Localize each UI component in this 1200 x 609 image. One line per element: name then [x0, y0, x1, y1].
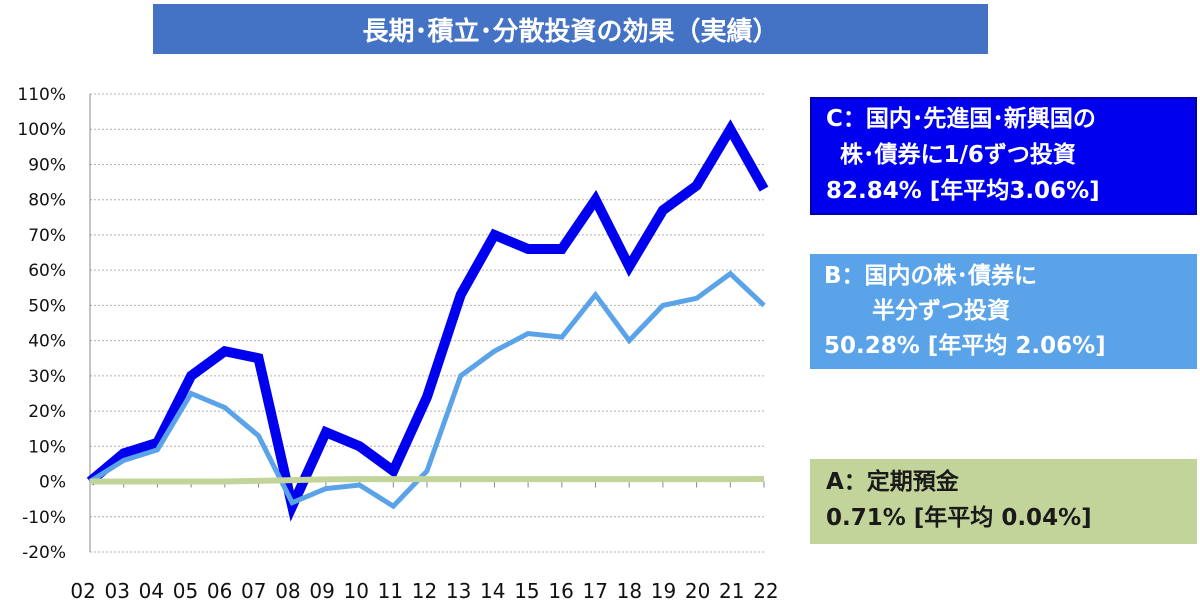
y-tick-label: 110% — [17, 85, 66, 105]
x-tick-label: 14 — [480, 579, 505, 603]
series-line-b — [88, 270, 766, 510]
y-tick-label: 40% — [28, 332, 66, 352]
legend-b-line1: B：国内の株･債券に — [824, 263, 1038, 289]
x-tick-label: 04 — [139, 579, 164, 603]
y-tick-label: 30% — [28, 367, 66, 387]
y-tick-label: 70% — [28, 226, 66, 246]
y-tick-label: 60% — [28, 261, 66, 281]
legend-a-line1: A：定期預金 — [826, 469, 959, 495]
legend-box-b: B：国内の株･債券に 半分ずつ投資 50.28% [年平均 2.06%] — [810, 254, 1197, 369]
y-tick-label: -20% — [22, 543, 66, 563]
x-tick-label: 11 — [378, 579, 403, 603]
x-tick-label: 20 — [685, 579, 710, 603]
y-tick-label: 0% — [39, 473, 66, 493]
legend-c-line2: 株･債券に1/6ずつ投資 — [840, 142, 1076, 168]
x-tick-label: 19 — [651, 579, 676, 603]
legend-c-line3: 82.84% [年平均3.06%] — [826, 178, 1100, 204]
x-tick-label: 05 — [173, 579, 198, 603]
legend-a-line2: 0.71% [年平均 0.04%] — [826, 505, 1092, 531]
legend-b-line2: 半分ずつ投資 — [872, 298, 1010, 324]
legend-b-line3: 50.28% [年平均 2.06%] — [824, 333, 1106, 359]
x-tick-label: 12 — [412, 579, 437, 603]
x-tick-label: 22 — [753, 579, 778, 603]
x-tick-label: 16 — [548, 579, 573, 603]
x-tick-label: 03 — [104, 579, 129, 603]
chart-title: 長期･積立･分散投資の効果（実績） — [153, 4, 988, 54]
legend-box-a: A：定期預金 0.71% [年平均 0.04%] — [810, 459, 1197, 544]
series-line-c — [86, 119, 769, 522]
x-tick-label: 18 — [617, 579, 642, 603]
x-tick-label: 17 — [582, 579, 607, 603]
x-tick-label: 08 — [275, 579, 300, 603]
legend-box-c: C：国内･先進国･新興国の 株･債券に1/6ずつ投資 82.84% [年平均3.… — [810, 97, 1197, 215]
x-tick-label: 06 — [207, 579, 232, 603]
legend-c-line1: C：国内･先進国･新興国の — [826, 106, 1096, 132]
y-tick-label: 50% — [28, 296, 66, 316]
x-tick-label: 21 — [719, 579, 744, 603]
x-tick-label: 02 — [70, 579, 95, 603]
x-tick-label: 07 — [241, 579, 266, 603]
x-tick-label: 15 — [514, 579, 539, 603]
x-tick-label: 09 — [309, 579, 334, 603]
y-tick-label: 10% — [28, 437, 66, 457]
x-tick-label: 10 — [343, 579, 368, 603]
y-tick-label: -10% — [22, 508, 66, 528]
series-line-a — [90, 476, 765, 485]
x-tick-label: 13 — [446, 579, 471, 603]
y-tick-label: 20% — [28, 402, 66, 422]
y-tick-label: 80% — [28, 191, 66, 211]
y-tick-label: 90% — [28, 155, 66, 175]
y-tick-label: 100% — [17, 120, 66, 140]
